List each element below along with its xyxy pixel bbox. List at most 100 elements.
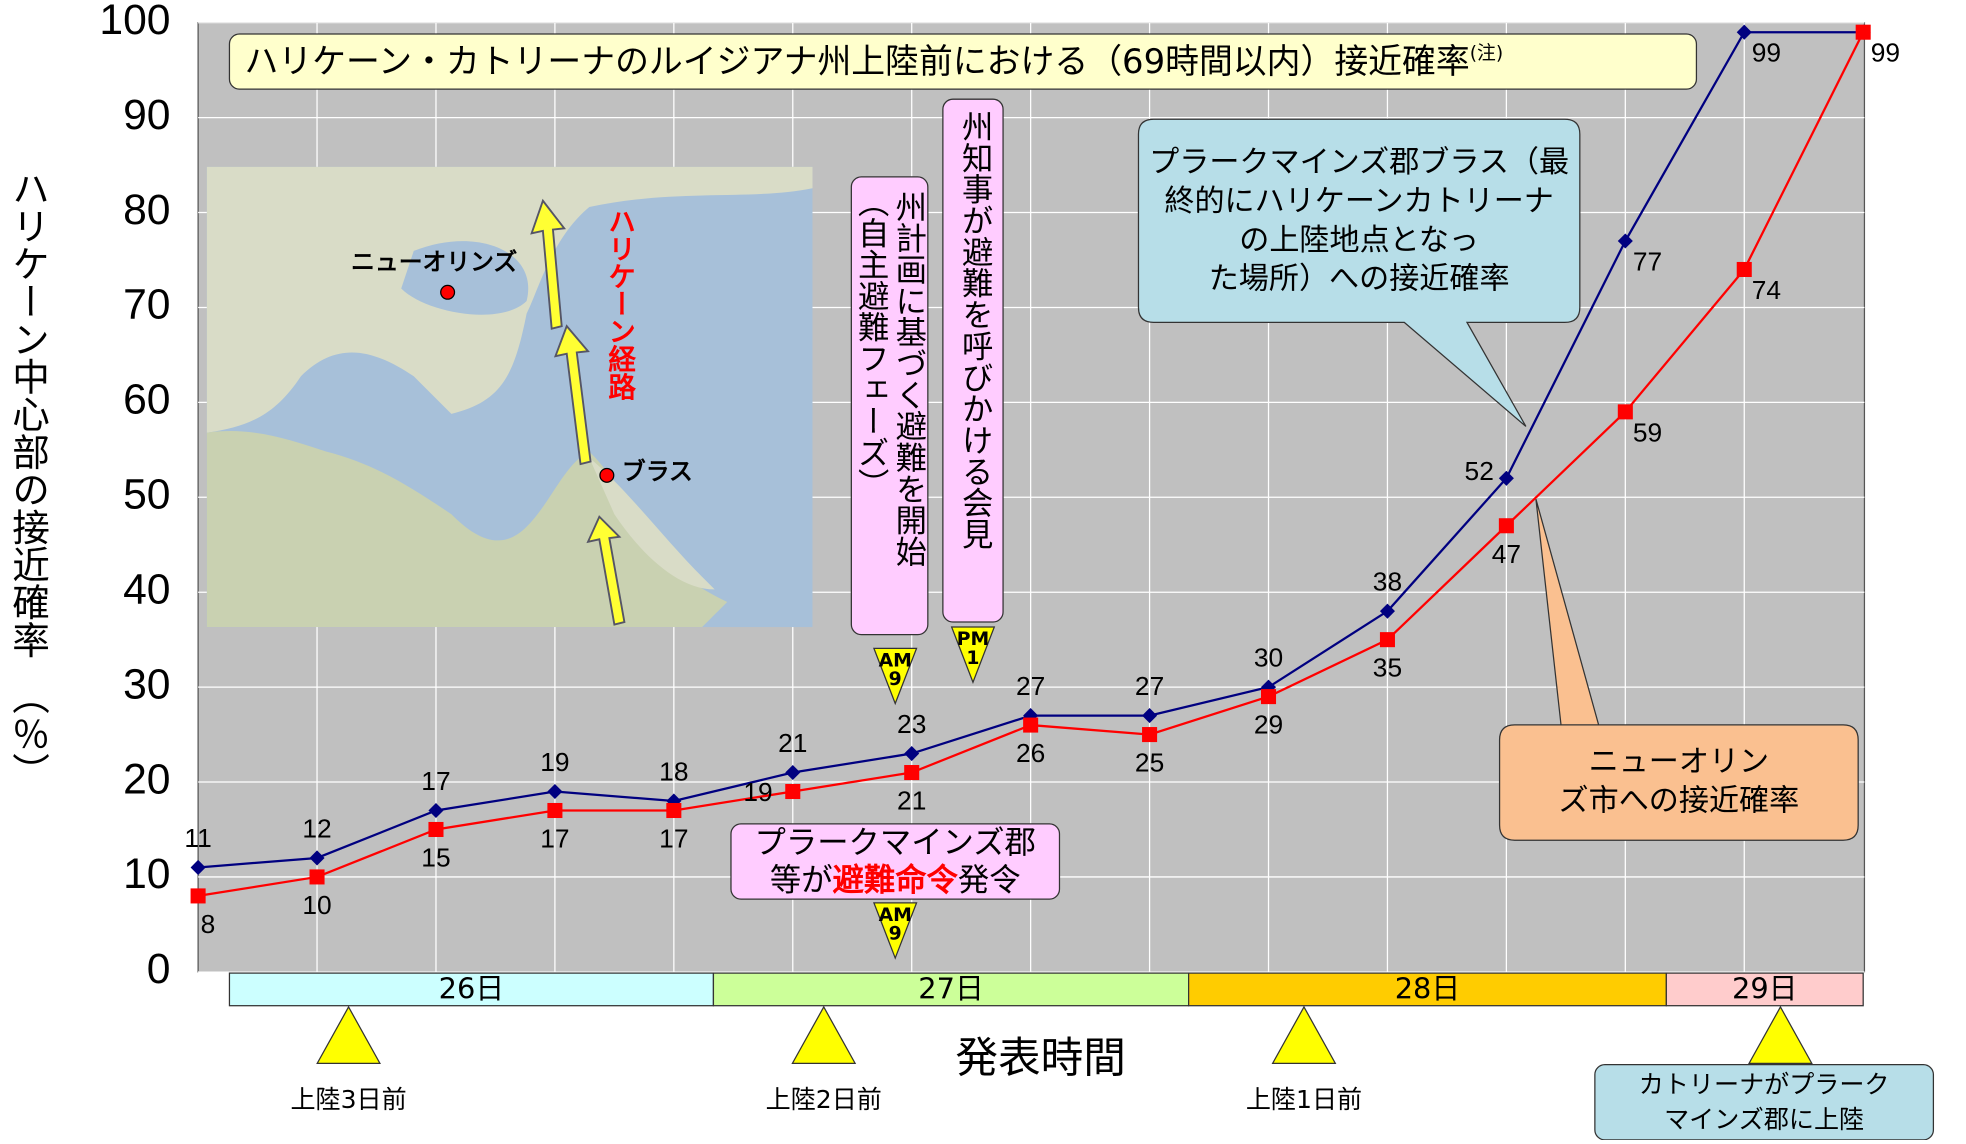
data-label: 30	[1254, 642, 1283, 672]
event-hour: 9	[889, 924, 902, 945]
marker	[1260, 689, 1277, 705]
event-box	[942, 98, 1004, 623]
day-band	[712, 972, 1190, 1007]
data-label: 74	[1752, 275, 1781, 305]
day-label: 27日	[918, 972, 984, 1006]
y-tick-label: 90	[123, 91, 170, 139]
y-tick-label: 0	[147, 945, 171, 993]
data-label: 52	[1465, 456, 1494, 486]
data-label: 23	[897, 709, 926, 739]
marker	[1617, 233, 1633, 249]
landfall-label: 上陸3日前	[290, 1085, 406, 1114]
day-label: 28日	[1395, 972, 1461, 1006]
event-box	[730, 823, 1061, 900]
event-box	[850, 176, 929, 636]
title: ハリケーン・カトリーナのルイジアナ州上陸前における（69時間以内）接近確率	[244, 41, 1469, 80]
day-band	[228, 972, 715, 1007]
marker	[1498, 470, 1514, 486]
event-note: （自主避難フェーズ）	[853, 186, 889, 499]
data-label: 11	[184, 823, 211, 853]
event-marker	[873, 647, 918, 706]
callout	[1498, 498, 1859, 841]
y-tick-label: 50	[123, 471, 170, 519]
y-tick-label: 40	[123, 565, 170, 613]
event-hour: 9	[889, 669, 902, 690]
data-label: 12	[302, 813, 331, 843]
event-text: プラークマインズ郡	[755, 825, 1036, 861]
marker	[190, 888, 206, 904]
data-label: 8	[201, 909, 216, 939]
day-band	[1665, 972, 1864, 1007]
event-text: 等が	[770, 863, 833, 899]
map-delta	[589, 457, 715, 590]
y-tick-label: 70	[123, 281, 170, 329]
data-label: 59	[1633, 417, 1662, 447]
marker	[1855, 24, 1871, 40]
marker	[785, 783, 801, 800]
landfall-label: 上陸2日前	[766, 1085, 882, 1114]
chart-title: ハリケーン・カトリーナのルイジアナ州上陸前における（69時間以内）接近確率(注)	[244, 41, 1503, 80]
map-land	[206, 431, 728, 628]
marker	[547, 802, 563, 819]
landfall-marker	[1271, 1005, 1337, 1065]
map-lake	[401, 241, 529, 315]
y-tick-label: 60	[123, 376, 170, 424]
data-label: 19	[540, 747, 569, 777]
event-time: AM	[879, 650, 912, 671]
data-label: 21	[897, 786, 926, 816]
title-box	[228, 33, 1698, 90]
data-label: 99	[1871, 38, 1900, 68]
marker	[785, 765, 801, 781]
marker	[428, 802, 444, 819]
data-label: 27	[1016, 671, 1045, 701]
map-track: ハリケーン経路	[603, 207, 636, 400]
callout-text: ニューオリンズ市への接近確率	[1559, 744, 1800, 818]
data-label: 17	[540, 824, 569, 854]
event-time: AM	[879, 905, 912, 926]
event-emphasis: 避難命令	[833, 862, 959, 899]
marker	[428, 821, 444, 838]
map-landfall: ブラス	[622, 457, 693, 485]
day-label: 26日	[439, 972, 505, 1006]
landfall-label: カトリーナがプラークマインズ郡に上陸	[1639, 1070, 1890, 1134]
x-axis-label: 発表時間	[955, 1033, 1126, 1083]
map-point	[440, 284, 456, 300]
marker	[1379, 603, 1395, 619]
y-axis-label: ハリケーン中心部の接近確率 （％）	[6, 169, 50, 790]
y-tick-label: 20	[123, 755, 170, 803]
marker	[904, 765, 920, 781]
map-city: ニューオリンズ	[351, 248, 517, 276]
data-label: 99	[1752, 38, 1781, 68]
data-label: 15	[421, 843, 450, 873]
marker	[1617, 404, 1633, 420]
y-tick-label: 80	[123, 186, 170, 234]
event-text: 州知事が避難を呼びかける会見	[957, 110, 993, 549]
event-text: 等が避難命令発令	[770, 862, 1021, 899]
data-label: 47	[1492, 539, 1521, 569]
marker	[1736, 261, 1752, 278]
y-tick-label: 100	[99, 0, 170, 44]
event-hour: 1	[966, 648, 979, 669]
landfall-marker	[1748, 1005, 1813, 1065]
callout	[1137, 118, 1581, 427]
marker	[1379, 632, 1395, 648]
marker	[904, 746, 920, 762]
marker	[1736, 24, 1752, 40]
track-arrows	[530, 198, 626, 626]
data-label: 19	[743, 777, 772, 807]
map: ニューオリンズ ブラス ハリケーン経路	[206, 166, 813, 628]
data-label: 29	[1254, 710, 1283, 740]
landfall-label: 上陸1日前	[1246, 1085, 1362, 1114]
data-label: 17	[659, 824, 688, 854]
title-note: (注)	[1470, 41, 1503, 63]
landfall-marker	[791, 1005, 857, 1065]
data-label: 18	[659, 756, 688, 786]
y-tick-label: 10	[123, 850, 170, 898]
y-tick-label: 30	[123, 660, 170, 708]
data-label: 21	[778, 728, 807, 758]
